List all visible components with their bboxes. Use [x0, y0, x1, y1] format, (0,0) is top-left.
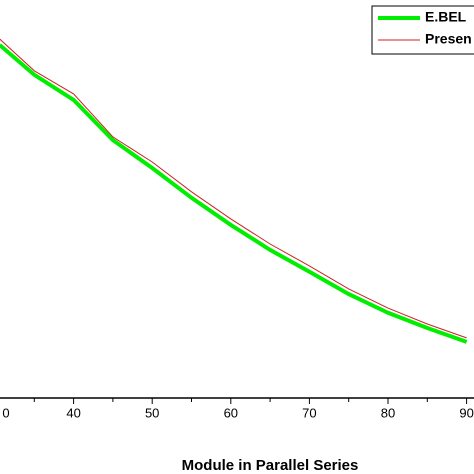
x-tick-label: 60 — [224, 405, 238, 420]
x-tick-label: 50 — [145, 405, 159, 420]
legend-label: Presen — [425, 31, 472, 47]
series-line — [0, 38, 467, 339]
x-tick-label: 90 — [459, 405, 473, 420]
x-tick-label: 0 — [2, 405, 9, 420]
x-tick-label: 70 — [302, 405, 316, 420]
legend-label: E.BEL — [425, 9, 467, 25]
x-axis-label: Module in Parallel Series — [182, 457, 359, 474]
x-tick-label: 80 — [381, 405, 395, 420]
x-tick-label: 40 — [66, 405, 80, 420]
series-line — [0, 43, 468, 344]
legend — [371, 5, 474, 55]
